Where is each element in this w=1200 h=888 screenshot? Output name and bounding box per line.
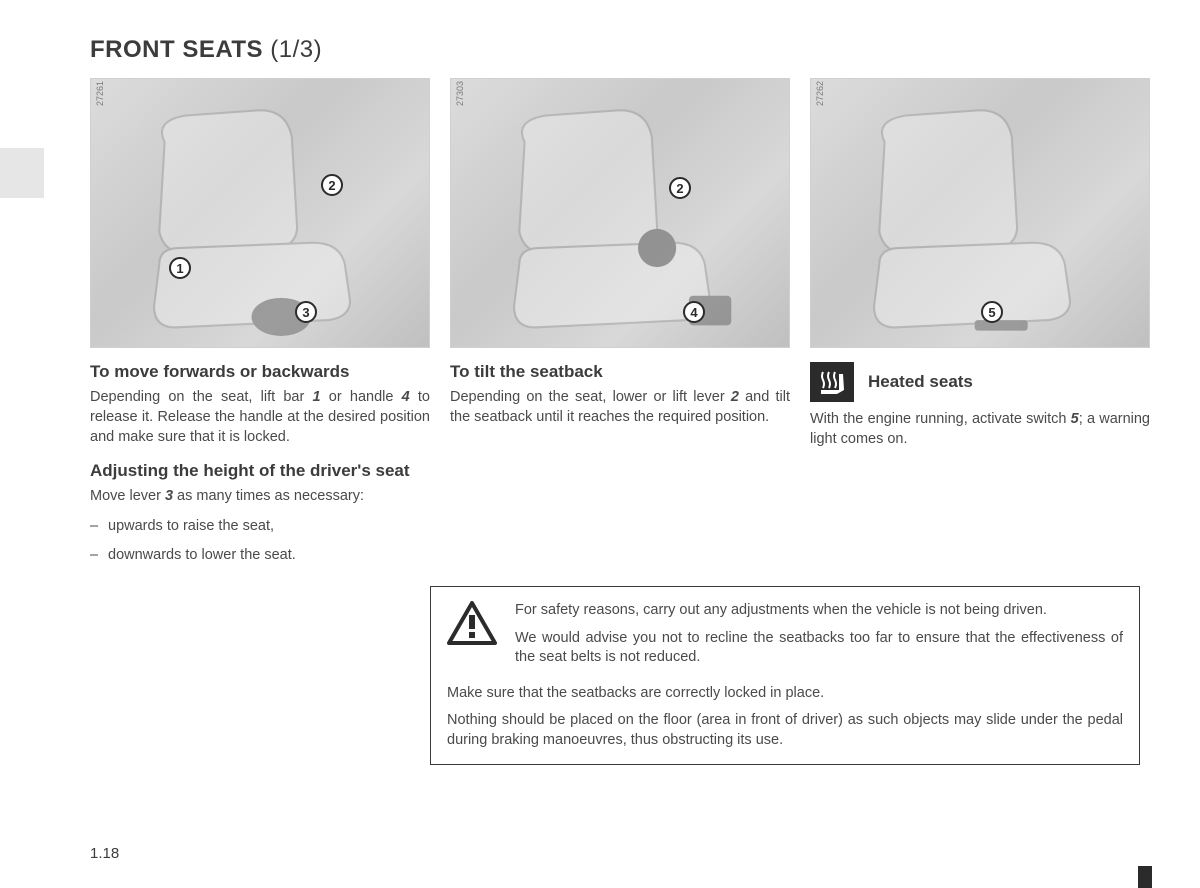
warn-p3: Make sure that the seatbacks are correct… [447,684,1123,704]
warning-top-text: For safety reasons, carry out any adjust… [515,601,1123,676]
heading-height: Adjusting the height of the driver's sea… [90,461,430,481]
heading-tilt: To tilt the seatback [450,362,790,382]
title-suffix: (1/3) [263,36,322,63]
para-move: Depending on the seat, lift bar 1 or han… [90,388,430,447]
t: Move lever [90,488,165,504]
ref-1: 1 [313,389,321,405]
title-main: FRONT SEATS [90,36,263,63]
corner-mark [1138,866,1152,888]
heated-heading-row: Heated seats [810,362,1150,402]
heated-seat-icon [810,362,854,402]
manual-page: FRONT SEATS (1/3) 27261 2 1 3 To move fo… [0,0,1200,888]
seat-illustration [821,89,1139,365]
callout-5: 5 [981,301,1003,323]
para-heated: With the engine running, activate switch… [810,410,1150,449]
columns: 27261 2 1 3 To move forwards or backward… [90,78,1150,587]
callout-2: 2 [321,174,343,196]
warn-p4: Nothing should be placed on the floor (a… [447,711,1123,750]
figure-1: 27261 2 1 3 [90,78,430,348]
para-height: Move lever 3 as many times as necessary: [90,487,430,507]
callout-3: 3 [295,301,317,323]
warn-p2: We would advise you not to recline the s… [515,629,1123,668]
t: as many times as necessary: [173,488,364,504]
warning-top: For safety reasons, carry out any adjust… [447,601,1123,676]
seat-illustration [101,89,419,365]
ref-3: 3 [165,488,173,504]
heading-heated: Heated seats [868,372,973,392]
list-item: downwards to lower the seat. [90,544,430,567]
warning-box: For safety reasons, carry out any adjust… [430,586,1140,765]
column-3: 27262 5 Heated seats [810,78,1150,587]
t: Depending on the seat, lower or lift lev… [450,389,731,405]
t: Depending on the seat, lift bar [90,389,313,405]
t: With the engine running, activate switch [810,411,1071,427]
ref-2: 2 [731,389,739,405]
ref-4: 4 [402,389,410,405]
page-title: FRONT SEATS (1/3) [90,36,1150,64]
figure-3: 27262 5 [810,78,1150,348]
para-tilt: Depending on the seat, lower or lift lev… [450,388,790,427]
list-item: upwards to raise the seat, [90,515,430,538]
ref-5: 5 [1071,411,1079,427]
figure-2: 27303 2 4 [450,78,790,348]
callout-1: 1 [169,257,191,279]
callout-2: 2 [669,177,691,199]
column-2: 27303 2 4 To tilt the seatback Depending… [450,78,790,587]
page-number: 1.18 [90,845,119,862]
callout-4: 4 [683,301,705,323]
warning-triangle-icon [447,601,497,647]
heading-move: To move forwards or backwards [90,362,430,382]
t: or handle [321,389,402,405]
height-list: upwards to raise the seat, downwards to … [90,515,430,573]
warn-p1: For safety reasons, carry out any adjust… [515,601,1123,621]
column-1: 27261 2 1 3 To move forwards or backward… [90,78,430,587]
seat-illustration [461,89,779,365]
